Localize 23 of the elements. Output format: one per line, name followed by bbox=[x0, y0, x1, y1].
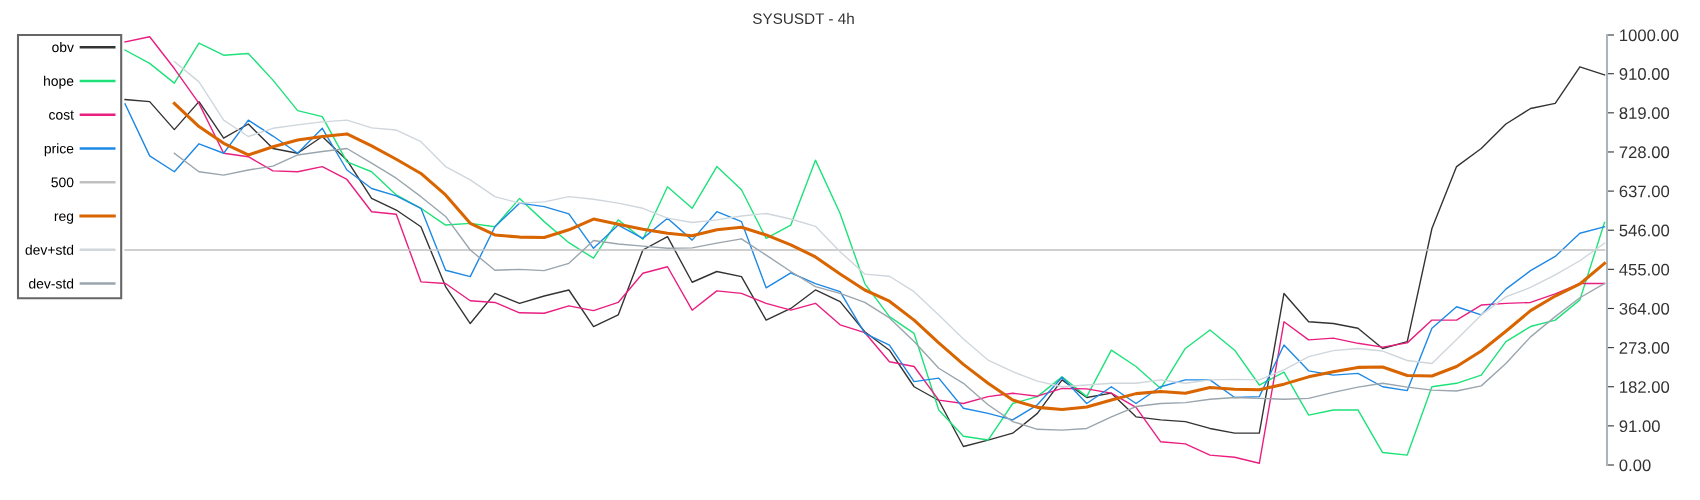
legend-label: hope bbox=[44, 75, 74, 89]
y-tick-label: 637.00 bbox=[1619, 185, 1670, 198]
legend-label: dev-std bbox=[29, 278, 74, 289]
y-tick-label: 0.00 bbox=[1619, 459, 1651, 472]
y-tick-label: 728.00 bbox=[1619, 146, 1670, 159]
legend-label: price bbox=[44, 143, 74, 157]
chart-title: SYSUSDT - 4h bbox=[752, 12, 854, 25]
line-series bbox=[173, 60, 1606, 388]
legend-label: 500 bbox=[51, 177, 74, 188]
y-tick-label: 910.00 bbox=[1619, 68, 1670, 80]
y-tick-label: 91.00 bbox=[1619, 420, 1660, 433]
legend-label: dev+std bbox=[25, 244, 74, 255]
y-tick-label: 819.00 bbox=[1619, 107, 1670, 120]
legend-label: obv bbox=[52, 41, 74, 53]
legend-label: reg bbox=[54, 213, 74, 224]
y-tick-label: 455.00 bbox=[1619, 263, 1670, 276]
y-tick-label: 182.00 bbox=[1620, 381, 1670, 393]
legend-label: cost bbox=[49, 110, 74, 120]
line-series bbox=[173, 147, 1606, 431]
y-tick-label: 273.00 bbox=[1619, 342, 1670, 354]
y-tick-label: 1000.00 bbox=[1620, 29, 1679, 42]
y-tick-label: 546.00 bbox=[1619, 224, 1670, 237]
y-tick-label: 364.00 bbox=[1619, 302, 1670, 315]
